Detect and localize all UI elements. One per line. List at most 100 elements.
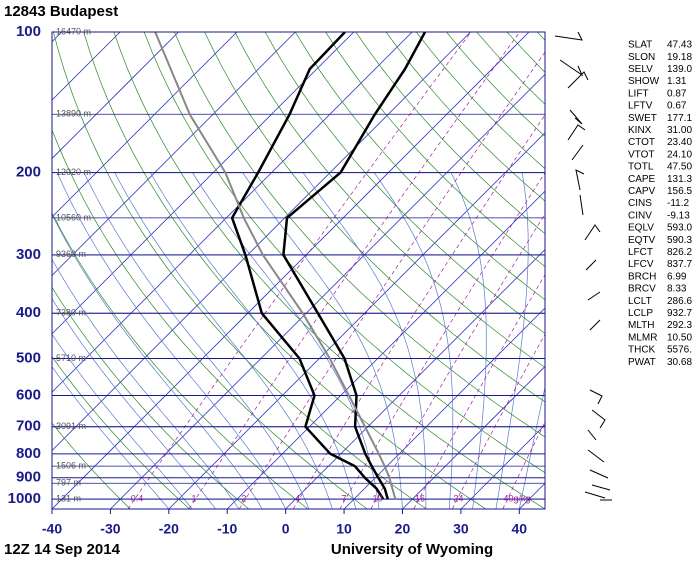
- mixing-ratio-label: 0.4: [131, 493, 144, 503]
- index-name: SLON: [628, 52, 655, 63]
- index-value: 131.3: [667, 174, 692, 185]
- moist-adiabat: [52, 298, 216, 509]
- index-value: 286.6: [667, 296, 692, 307]
- index-value: 156.5: [667, 186, 692, 197]
- index-value: -9.13: [667, 210, 690, 221]
- index-name: CINS: [628, 198, 652, 209]
- plot-background: [52, 32, 545, 509]
- dry-adiabat: [52, 212, 309, 509]
- index-value: 177.1: [667, 113, 692, 124]
- index-value: 1.31: [667, 76, 687, 87]
- mixing-ratio-label: 7: [341, 493, 346, 503]
- height-label: 131 m: [56, 493, 81, 503]
- isotherm: [343, 307, 545, 509]
- index-value: 139.0: [667, 64, 692, 75]
- mixing-ratio-label: 10: [372, 493, 382, 503]
- mixing-ratio-line: [292, 114, 545, 509]
- height-label: 5710 m: [56, 353, 86, 363]
- dry-adiabat: [113, 32, 545, 509]
- dry-adiabat: [53, 32, 427, 509]
- station-indices: SLAT 47.43 SLON 19.18 SELV 139.0 SHOW 1.31 LIFT 0…: [628, 40, 692, 368]
- index-value: 8.33: [667, 284, 687, 295]
- index-name: SELV: [628, 64, 653, 75]
- index-name: SLAT: [628, 40, 652, 51]
- moist-adiabat: [242, 172, 403, 509]
- x-tick-label: -30: [100, 521, 120, 537]
- index-value: 31.00: [667, 125, 692, 136]
- y-tick-label: 700: [16, 418, 41, 435]
- isotherm: [402, 365, 545, 509]
- moist-adiabat: [450, 172, 487, 509]
- plot-frame: [51, 31, 546, 510]
- source: University of Wyoming: [331, 541, 493, 558]
- dry-adiabat: [52, 422, 131, 509]
- height-label: 13890 m: [56, 109, 91, 119]
- index-name: LFCV: [628, 259, 654, 270]
- index-value: 826.2: [667, 247, 692, 258]
- height-label: 1506 m: [56, 461, 86, 471]
- isotherm: [285, 249, 545, 509]
- mixing-ratio-line: [339, 172, 545, 509]
- isotherm: [52, 32, 530, 509]
- index-name: SWET: [628, 113, 657, 124]
- chart-subtitle: 12Z 14 Sep 2014: [4, 541, 121, 558]
- index-name: BRCH: [628, 271, 656, 282]
- moist-adiabat: [495, 172, 529, 509]
- index-name: PWAT: [628, 357, 656, 368]
- index-name: SHOW: [628, 76, 660, 87]
- isotherm: [460, 424, 545, 509]
- moist-adiabat: [114, 172, 333, 509]
- index-name: THCK: [628, 345, 656, 356]
- index-name: TOTL: [628, 162, 654, 173]
- dry-adiabat: [52, 355, 190, 509]
- wind-barbs: [554, 31, 612, 501]
- index-name: VTOT: [628, 149, 654, 160]
- index-name: BRCV: [628, 284, 656, 295]
- dry-adiabat: [204, 32, 545, 403]
- index-name: CINV: [628, 210, 652, 221]
- x-tick-label: 20: [395, 521, 411, 537]
- mixing-ratio-label: 1: [191, 493, 196, 503]
- x-tick-label: 40: [512, 521, 528, 537]
- moist-adiabat: [192, 172, 380, 509]
- x-tick-label: 10: [336, 521, 352, 537]
- profile-line: [282, 32, 427, 500]
- height-label: 16470 m: [56, 26, 91, 36]
- x-tick-label: -40: [42, 521, 62, 537]
- height-label: 7380 m: [56, 308, 86, 318]
- y-tick-label: 400: [16, 304, 41, 321]
- y-tick-label: 1000: [8, 490, 41, 507]
- moist-adiabat: [56, 172, 286, 509]
- y-tick-label: 100: [16, 23, 41, 40]
- y-tick-label: 600: [16, 386, 41, 403]
- index-value: 593.0: [667, 223, 692, 234]
- y-tick-label: 900: [16, 469, 41, 486]
- index-value: 24.10: [667, 149, 692, 160]
- isotherm: [52, 32, 238, 218]
- plot-data: [154, 32, 427, 500]
- isotherm: [52, 32, 413, 393]
- index-value: 6.99: [667, 271, 687, 282]
- mixing-ratio-line: [127, 32, 472, 509]
- dry-adiabat: [174, 32, 545, 438]
- isotherm: [52, 32, 296, 276]
- dry-adiabat: [52, 128, 368, 509]
- index-value: 47.43: [667, 40, 692, 51]
- index-value: 590.3: [667, 235, 692, 246]
- moist-adiabat: [52, 365, 170, 509]
- isotherm: [110, 73, 545, 509]
- mixing-ratio-label: 4: [295, 493, 300, 503]
- index-name: LCLP: [628, 308, 653, 319]
- index-value: 5576.: [667, 345, 692, 356]
- index-value: 0.67: [667, 101, 687, 112]
- mixing-ratio-label: 40g/kg: [503, 493, 530, 503]
- x-tick-label: -20: [159, 521, 179, 537]
- x-tick-label: 0: [282, 521, 290, 537]
- mixing-ratio-line: [413, 274, 545, 509]
- dry-adiabat: [52, 286, 250, 509]
- moist-adiabat: [52, 258, 240, 509]
- index-value: 10.50: [667, 332, 692, 343]
- dry-adiabat: [295, 32, 545, 301]
- moist-adiabat: [373, 172, 454, 509]
